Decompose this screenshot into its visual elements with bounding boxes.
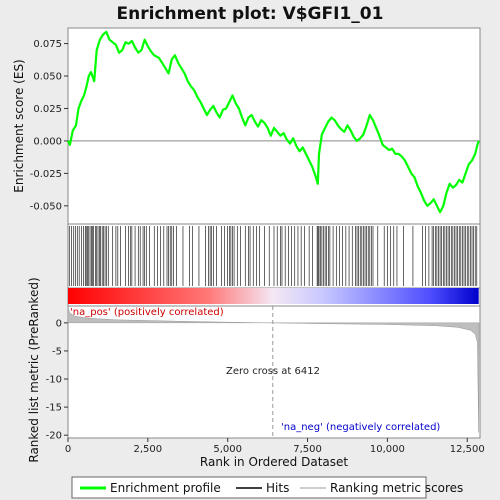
zero-cross-label: Zero cross at 6412: [226, 366, 320, 377]
metric-tick-label: -10: [46, 375, 62, 386]
es-axis: 0.075 0.050 0.025 0.000 -0.025 -0.050: [30, 39, 68, 212]
metric-tick-label: -15: [46, 403, 62, 414]
es-tick-label: -0.050: [30, 201, 62, 212]
metric-tick-label: -20: [46, 431, 62, 442]
x-axis: 0 2,500 5,000 7,500 10,000 12,500: [65, 438, 485, 455]
es-axis-label: Enrichment score (ES): [12, 59, 26, 192]
es-tick-label: 0.075: [33, 39, 62, 50]
enrichment-panel: [67, 27, 481, 225]
x-tick-label: 12,500: [450, 444, 485, 455]
es-tick-label: -0.025: [30, 169, 62, 180]
pos-correlated-label: 'na_pos' (positively correlated): [70, 307, 224, 318]
chart-title: Enrichment plot: V$GFI1_01: [117, 4, 384, 24]
hit-lines: [68, 226, 478, 286]
metric-axis-label: Ranked list metric (PreRanked): [27, 277, 41, 462]
metric-tick-label: 0: [56, 318, 62, 329]
enrichment-profile-line: [67, 30, 480, 214]
metric-area: [67, 307, 480, 433]
es-tick-label: 0.025: [33, 104, 62, 115]
x-tick-label: 10,000: [370, 444, 405, 455]
x-tick-label: 5,000: [213, 444, 242, 455]
legend-profile-label: Enrichment profile: [110, 481, 221, 495]
x-tick-label: 0: [65, 444, 71, 455]
x-axis-label: Rank in Ordered Dataset: [200, 455, 348, 469]
neg-correlated-label: 'na_neg' (negatively correlated): [281, 422, 440, 433]
legend-hits-label: Hits: [266, 481, 289, 495]
metric-tick-label: -5: [52, 346, 62, 357]
legend-metric-label: Ranking metric scores: [330, 481, 463, 495]
metric-axis: 0 -5 -10 -15 -20: [46, 318, 68, 442]
metric-series: [67, 307, 480, 433]
x-tick-label: 2,500: [134, 444, 163, 455]
ranked-list-heatmap: [68, 288, 479, 304]
es-tick-label: 0.050: [33, 72, 62, 83]
enrichment-profile-series: [67, 30, 480, 214]
es-tick-label: 0.000: [33, 136, 62, 147]
metric-panel: [67, 305, 481, 439]
x-tick-label: 7,500: [293, 444, 322, 455]
